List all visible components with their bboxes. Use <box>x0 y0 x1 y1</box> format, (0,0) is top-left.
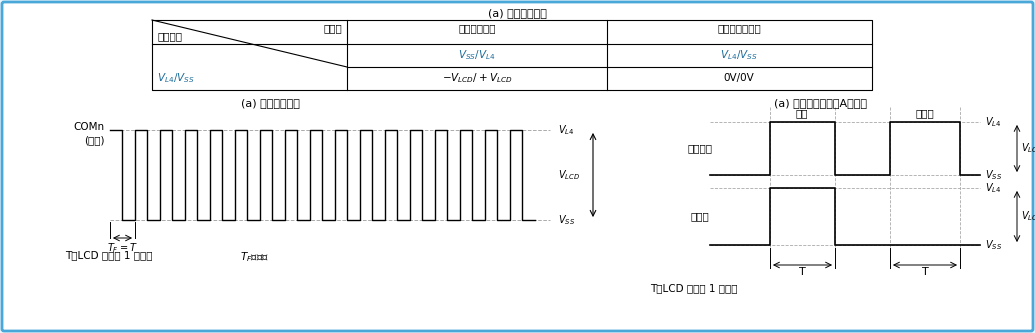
Text: 选择信号电平: 选择信号电平 <box>459 23 496 33</box>
Text: 选择: 选择 <box>796 108 808 118</box>
Text: $V_{L4}/V_{SS}$: $V_{L4}/V_{SS}$ <box>720 48 758 62</box>
Text: 公共信号: 公共信号 <box>687 143 712 153</box>
Text: $V_{LCD}$: $V_{LCD}$ <box>1021 141 1035 155</box>
Text: $V_{SS}$: $V_{SS}$ <box>985 238 1002 252</box>
Text: (a) 静态显示模式: (a) 静态显示模式 <box>487 8 546 18</box>
Text: $V_{LCD}$: $V_{LCD}$ <box>558 168 580 182</box>
Text: 非选择信号电平: 非选择信号电平 <box>717 23 761 33</box>
Text: $-V_{LCD}/+V_{LCD}$: $-V_{LCD}/+V_{LCD}$ <box>442 71 512 85</box>
Text: T：LCD 时钟的 1 个周期: T：LCD 时钟的 1 个周期 <box>65 250 152 260</box>
Text: (a) 静态显示模式: (a) 静态显示模式 <box>240 98 299 108</box>
Text: $V_{L4}$: $V_{L4}$ <box>985 115 1002 129</box>
Text: 段信号: 段信号 <box>690 211 709 221</box>
Text: $V_{SS}$: $V_{SS}$ <box>985 168 1002 182</box>
Text: 非选择: 非选择 <box>916 108 935 118</box>
Text: 0V/0V: 0V/0V <box>723 73 755 83</box>
Text: $V_{SS}/V_{L4}$: $V_{SS}/V_{L4}$ <box>459 48 496 62</box>
Text: 段信号: 段信号 <box>323 23 342 33</box>
Text: (a) 静态显示模式（A波形）: (a) 静态显示模式（A波形） <box>773 98 866 108</box>
Text: T: T <box>921 267 928 277</box>
Text: $V_{L4}/V_{SS}$: $V_{L4}/V_{SS}$ <box>157 71 195 85</box>
Text: $V_{L4}$: $V_{L4}$ <box>985 181 1002 195</box>
Text: $T_F = T$: $T_F = T$ <box>107 241 138 255</box>
Text: 公共信号: 公共信号 <box>157 31 182 41</box>
Text: COMn: COMn <box>73 122 105 132</box>
Text: $V_{SS}$: $V_{SS}$ <box>558 213 575 227</box>
Text: $V_{L4}$: $V_{L4}$ <box>558 123 574 137</box>
Text: T: T <box>799 267 805 277</box>
Text: $V_{LCD}$: $V_{LCD}$ <box>1021 209 1035 223</box>
Text: T：LCD 时钟的 1 个周期: T：LCD 时钟的 1 个周期 <box>650 283 738 293</box>
Text: $T_F$：帧频: $T_F$：帧频 <box>240 250 269 264</box>
Text: (静态): (静态) <box>85 135 105 145</box>
